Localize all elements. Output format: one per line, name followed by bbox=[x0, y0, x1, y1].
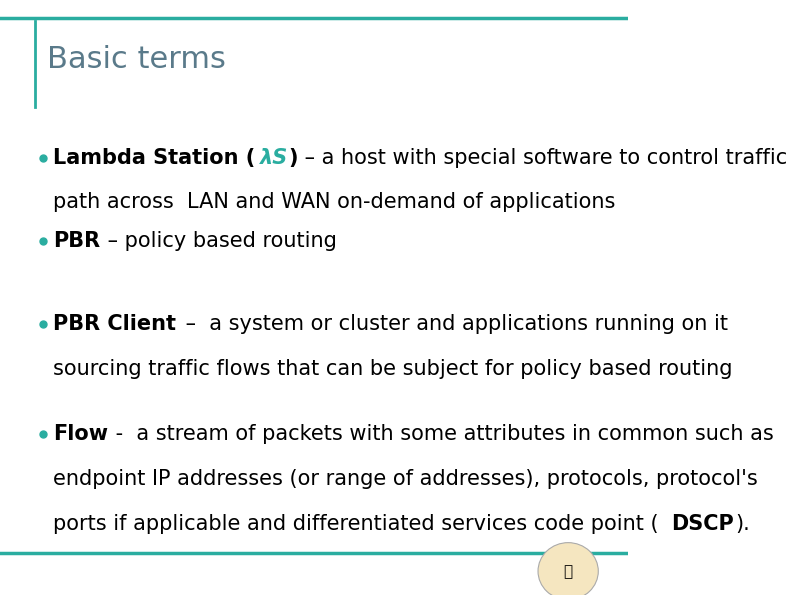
Text: PBR: PBR bbox=[53, 231, 101, 251]
Text: Flow: Flow bbox=[53, 424, 108, 444]
Circle shape bbox=[538, 543, 599, 595]
Text: endpoint IP addresses (or range of addresses), protocols, protocol's: endpoint IP addresses (or range of addre… bbox=[53, 469, 758, 489]
Text: ): ) bbox=[288, 148, 298, 168]
Text: λS: λS bbox=[260, 148, 288, 168]
Text: 🔥: 🔥 bbox=[564, 563, 572, 579]
Text: path across  LAN and WAN on-demand of applications: path across LAN and WAN on-demand of app… bbox=[53, 192, 615, 212]
Text: PBR Client: PBR Client bbox=[53, 314, 176, 334]
Text: – a host with special software to control traffic: – a host with special software to contro… bbox=[299, 148, 788, 168]
Text: sourcing traffic flows that can be subject for policy based routing: sourcing traffic flows that can be subje… bbox=[53, 359, 733, 379]
Text: ).: ). bbox=[735, 513, 750, 534]
Text: -  a stream of packets with some attributes in common such as: - a stream of packets with some attribut… bbox=[110, 424, 774, 444]
Text: Basic terms: Basic terms bbox=[47, 45, 226, 74]
Text: –  a system or cluster and applications running on it: – a system or cluster and applications r… bbox=[179, 314, 728, 334]
Text: DSCP: DSCP bbox=[671, 513, 734, 534]
Text: Lambda Station (: Lambda Station ( bbox=[53, 148, 256, 168]
Text: ports if applicable and differentiated services code point (: ports if applicable and differentiated s… bbox=[53, 513, 659, 534]
Text: – policy based routing: – policy based routing bbox=[102, 231, 337, 251]
